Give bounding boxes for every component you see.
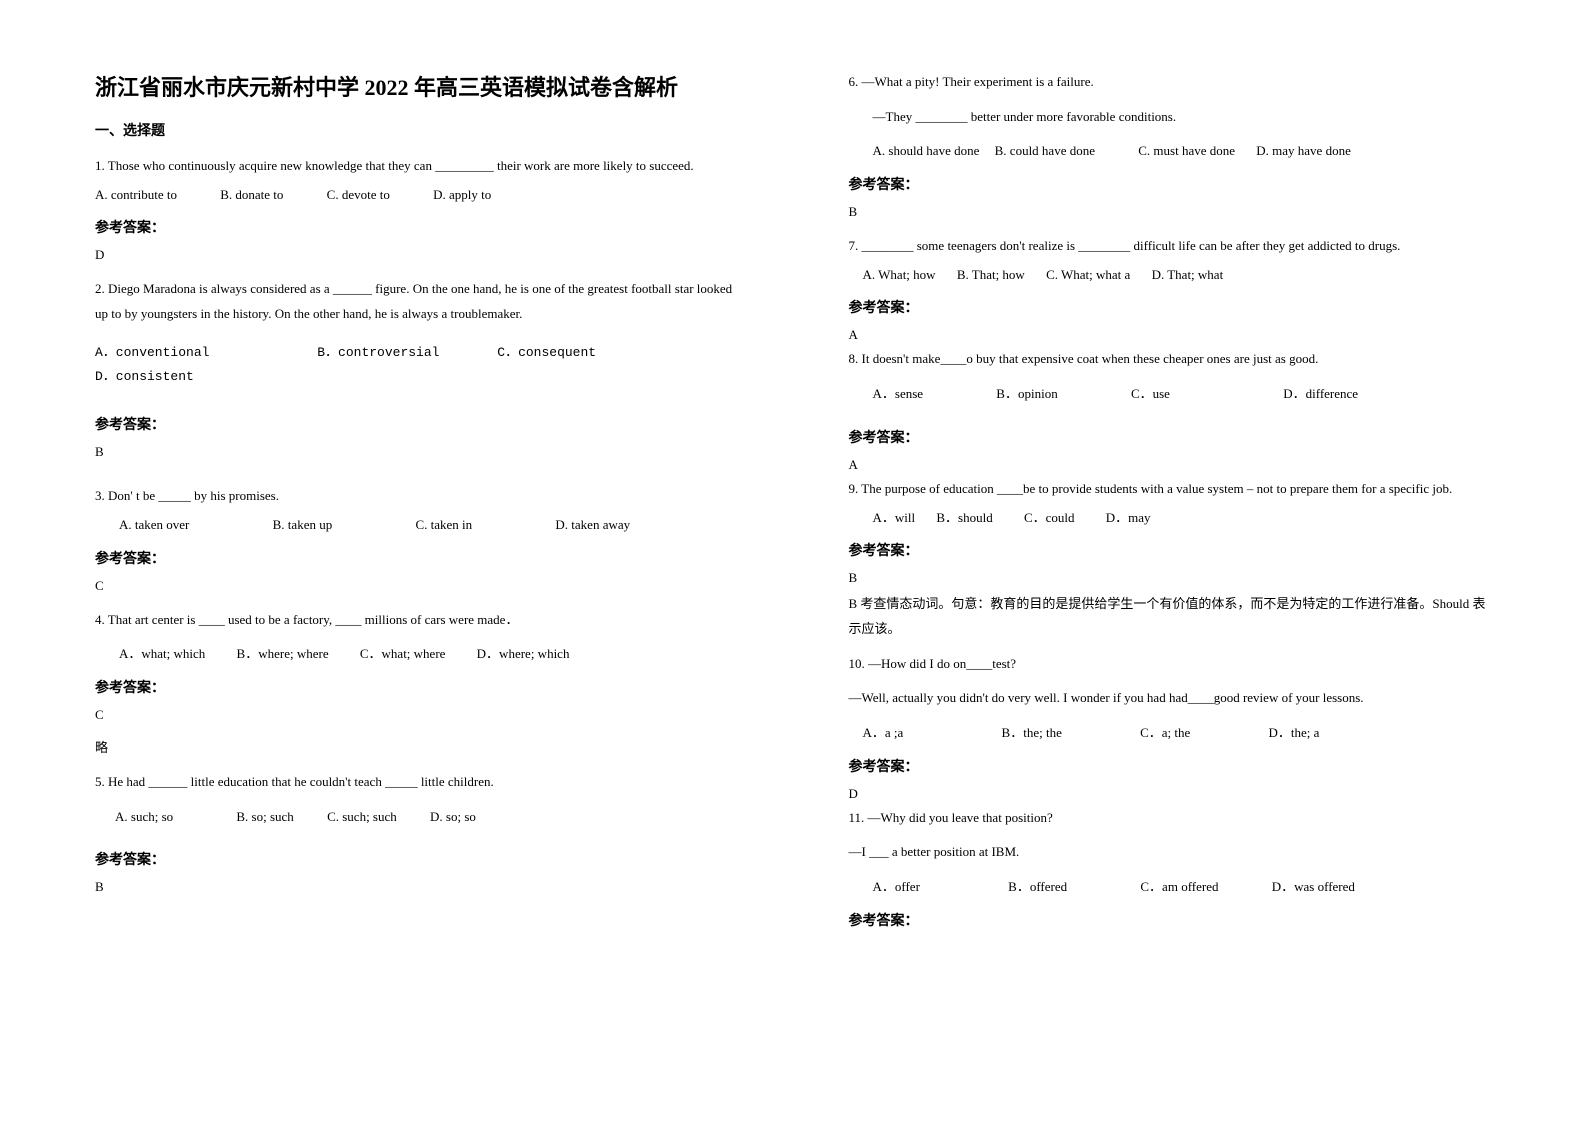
q3-text: 3. Don' t be _____ by his promises. (95, 484, 739, 509)
q10-opt-d: D．the; a (1269, 721, 1320, 746)
q2-ans: B (95, 444, 739, 460)
q5-opt-d: D. so; so (430, 805, 476, 830)
q2-opt-a: A．conventional (95, 341, 209, 366)
q1-ref: 参考答案： (95, 217, 739, 237)
q7-opt-c: C. What; what a (1046, 263, 1130, 288)
q1-options: A. contribute to B. donate to C. devote … (95, 183, 739, 208)
q8-ans: A (849, 457, 1493, 473)
q10-l1: 10. —How did I do on____test? (849, 652, 1493, 677)
q3-ref: 参考答案： (95, 548, 739, 568)
q9-opt-d: D．may (1106, 506, 1151, 531)
doc-title: 浙江省丽水市庆元新村中学 2022 年高三英语模拟试卷含解析 (95, 70, 739, 102)
q10-ref: 参考答案： (849, 756, 1493, 776)
q1-opt-b: B. donate to (220, 183, 283, 208)
q9-options: A．will B．should C．could D．may (849, 506, 1493, 531)
q4-ref: 参考答案： (95, 677, 739, 697)
q8-opt-d: D．difference (1283, 382, 1358, 407)
q2-opt-c: C．consequent (497, 341, 596, 366)
q11-l1: 11. —Why did you leave that position? (849, 806, 1493, 831)
q7-opt-a: A. What; how (863, 263, 936, 288)
q10-l2: —Well, actually you didn't do very well.… (849, 686, 1493, 711)
q1-ans: D (95, 247, 739, 263)
q11-opt-d: D．was offered (1272, 875, 1355, 900)
q6-l1: 6. —What a pity! Their experiment is a f… (849, 70, 1493, 95)
q5-opt-b: B. so; such (236, 805, 293, 830)
q3-opt-d: D. taken away (555, 513, 630, 538)
q11-opt-a: A．offer (873, 875, 920, 900)
q3-opt-a: A. taken over (119, 513, 189, 538)
q8-text: 8. It doesn't make____o buy that expensi… (849, 347, 1493, 372)
q6-options: A. should have done B. could have done C… (849, 139, 1493, 164)
q7-opt-b: B. That; how (957, 263, 1025, 288)
q4-ans: C (95, 707, 739, 723)
q11-ref: 参考答案： (849, 910, 1493, 930)
q7-options: A. What; how B. That; how C. What; what … (849, 263, 1493, 288)
q7-ans: A (849, 327, 1493, 343)
q9-ref: 参考答案： (849, 540, 1493, 560)
q3-ans: C (95, 578, 739, 594)
q1-text: 1. Those who continuously acquire new kn… (95, 154, 739, 179)
q6-opt-d: D. may have done (1256, 139, 1351, 164)
q2-text: 2. Diego Maradona is always considered a… (95, 277, 739, 326)
q7-ref: 参考答案： (849, 297, 1493, 317)
q11-l2: —I ___ a better position at IBM. (849, 840, 1493, 865)
q3-opt-b: B. taken up (273, 513, 333, 538)
q9-ans: B (849, 570, 1493, 586)
q2-ref: 参考答案： (95, 414, 739, 434)
q2-opt-d: D．consistent (95, 365, 194, 390)
q9-note: B 考查情态动词。句意：教育的目的是提供给学生一个有价值的体系，而不是为特定的工… (849, 592, 1493, 641)
q5-ans: B (95, 879, 739, 895)
q3-options: A. taken over B. taken up C. taken in D.… (95, 513, 739, 538)
q11-options: A．offer B．offered C．am offered D．was off… (849, 875, 1493, 900)
q5-options: A. such; so B. so; such C. such; such D.… (95, 805, 739, 830)
q10-ans: D (849, 786, 1493, 802)
q6-ans: B (849, 204, 1493, 220)
q8-opt-c: C．use (1131, 382, 1170, 407)
q6-opt-b: B. could have done (995, 139, 1095, 164)
q4-lue: 略 (95, 737, 739, 756)
q5-ref: 参考答案： (95, 849, 739, 869)
q10-opt-c: C．a; the (1140, 721, 1190, 746)
q8-options: A．sense B．opinion C．use D．difference (849, 382, 1493, 407)
q1-opt-d: D. apply to (433, 183, 491, 208)
q4-text: 4. That art center is ____ used to be a … (95, 608, 739, 633)
q4-opt-c: C．what; where (360, 642, 446, 667)
q7-opt-d: D. That; what (1152, 263, 1224, 288)
q9-opt-c: C．could (1024, 506, 1075, 531)
q4-opt-b: B．where; where (237, 642, 329, 667)
q9-opt-b: B．should (936, 506, 992, 531)
q9-text: 9. The purpose of education ____be to pr… (849, 477, 1493, 502)
section-heading: 一、选择题 (95, 120, 739, 140)
q4-options: A．what; which B．where; where C．what; whe… (95, 642, 739, 667)
q1-opt-c: C. devote to (327, 183, 390, 208)
q10-options: A．a ;a B．the; the C．a; the D．the; a (849, 721, 1493, 746)
q8-ref: 参考答案： (849, 427, 1493, 447)
q4-opt-a: A．what; which (119, 642, 205, 667)
q1-opt-a: A. contribute to (95, 183, 177, 208)
right-column: 6. —What a pity! Their experiment is a f… (794, 70, 1548, 1052)
q3-opt-c: C. taken in (415, 513, 472, 538)
q11-opt-b: B．offered (1008, 875, 1067, 900)
q10-opt-b: B．the; the (1002, 721, 1062, 746)
q6-opt-a: A. should have done (873, 139, 980, 164)
q7-text: 7. ________ some teenagers don't realize… (849, 234, 1493, 259)
q9-opt-a: A．will (873, 506, 916, 531)
q4-opt-d: D．where; which (477, 642, 570, 667)
q2-opt-b: B．controversial (317, 341, 439, 366)
q11-opt-c: C．am offered (1140, 875, 1218, 900)
q8-opt-b: B．opinion (996, 382, 1057, 407)
q6-l2: —They ________ better under more favorab… (849, 105, 1493, 130)
left-column: 浙江省丽水市庆元新村中学 2022 年高三英语模拟试卷含解析 一、选择题 1. … (40, 70, 794, 1052)
q2-options: A．conventional B．controversial C．consequ… (95, 341, 739, 390)
q5-text: 5. He had ______ little education that h… (95, 770, 739, 795)
q6-opt-c: C. must have done (1138, 139, 1235, 164)
q6-ref: 参考答案： (849, 174, 1493, 194)
q8-opt-a: A．sense (873, 382, 924, 407)
q5-opt-a: A. such; so (115, 805, 173, 830)
q5-opt-c: C. such; such (327, 805, 397, 830)
q10-opt-a: A．a ;a (863, 721, 904, 746)
